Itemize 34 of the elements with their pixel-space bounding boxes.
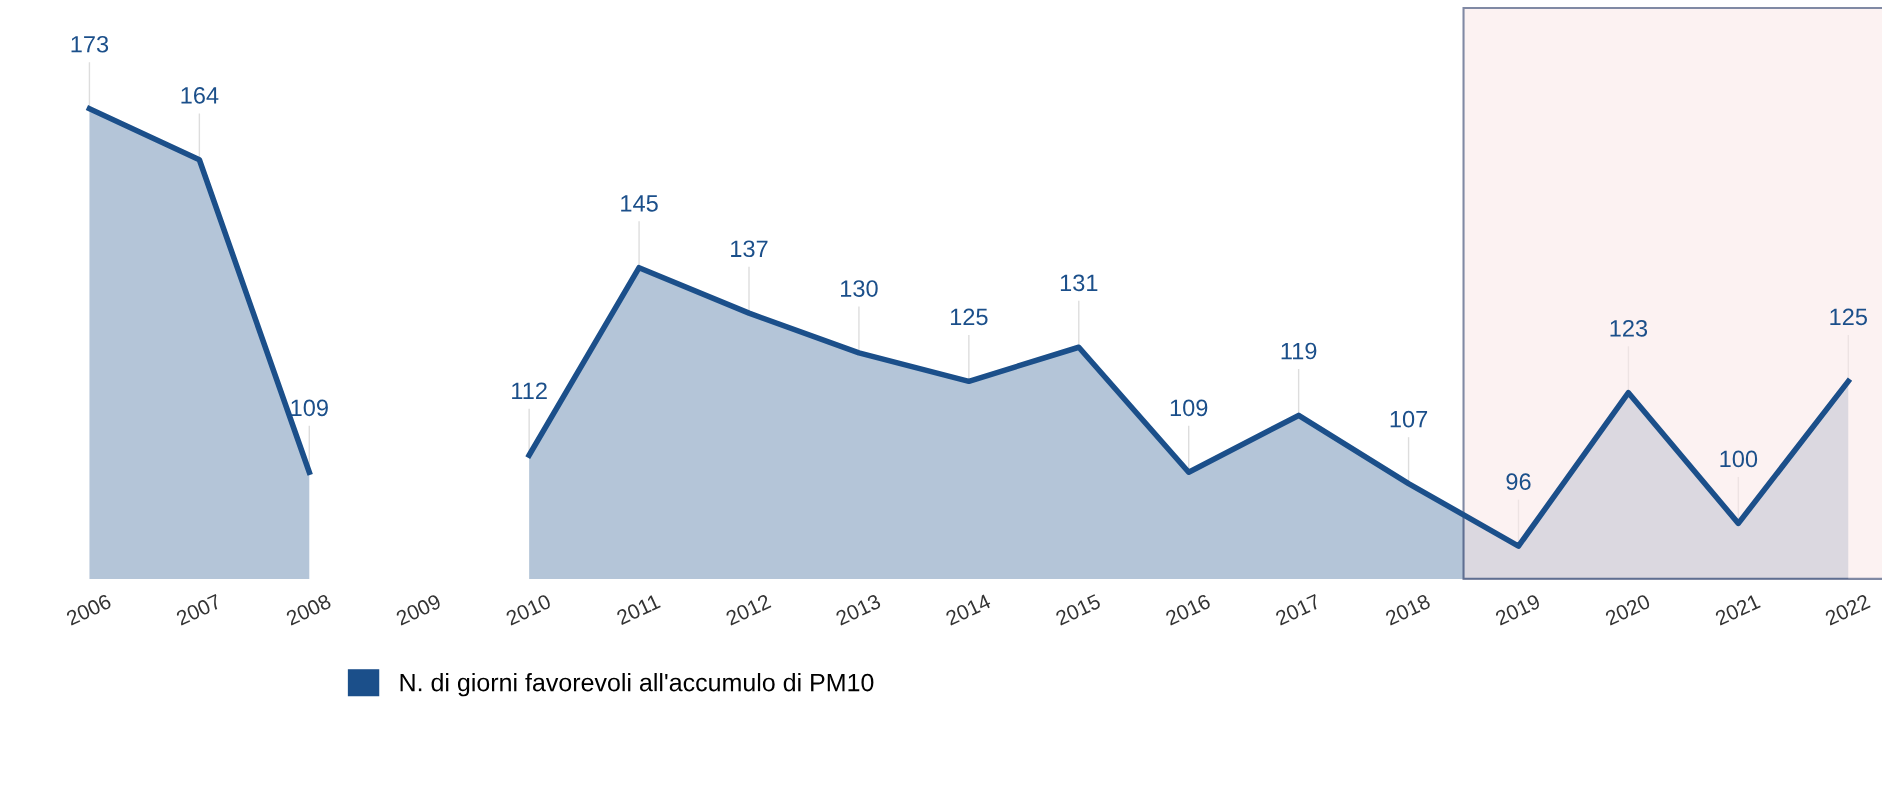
x-tick-label: 2006 — [65, 593, 112, 626]
x-tick-label: 2008 — [285, 593, 332, 626]
x-tick-label: 2013 — [835, 593, 882, 626]
data-label: 109 — [1170, 399, 1208, 417]
x-tick-label: 2016 — [1164, 593, 1212, 626]
data-label: 112 — [512, 382, 547, 399]
data-label: 164 — [181, 87, 219, 104]
data-label: 131 — [1060, 274, 1098, 292]
x-tick-label: 2019 — [1494, 593, 1541, 626]
x-tick-label: 2018 — [1384, 593, 1432, 626]
x-tick-label: 2007 — [175, 593, 222, 626]
data-label: 123 — [1610, 319, 1648, 337]
data-label: 96 — [1506, 473, 1531, 491]
x-tick-label: 2011 — [615, 593, 661, 626]
x-tick-label: 2010 — [505, 593, 552, 626]
data-label: 100 — [1720, 450, 1758, 468]
data-label: 119 — [1281, 342, 1317, 360]
x-tick-label: 2021 — [1714, 593, 1761, 626]
x-tick-label: 2017 — [1274, 593, 1322, 626]
data-label: 107 — [1390, 410, 1428, 428]
data-label: 137 — [731, 240, 768, 258]
data-label: 130 — [841, 280, 878, 297]
x-tick-label: 2020 — [1604, 593, 1652, 626]
x-tick-label: 2022 — [1824, 593, 1871, 626]
data-label: 109 — [291, 399, 328, 417]
x-tick-label: 2015 — [1054, 593, 1102, 626]
data-label: 125 — [1830, 308, 1867, 326]
data-label: 173 — [71, 35, 109, 53]
x-tick-label: 2014 — [944, 593, 992, 626]
x-tick-label: 2009 — [395, 593, 442, 626]
data-label: 125 — [950, 308, 988, 326]
x-tick-label: 2012 — [725, 593, 772, 626]
data-label: 145 — [621, 195, 658, 212]
legend-label: N. di giorni favorevoli all'accumulo di PM10 — [400, 673, 874, 697]
